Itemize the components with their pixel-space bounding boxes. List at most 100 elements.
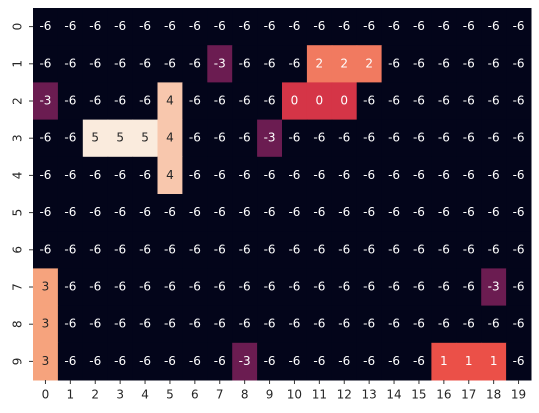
cell <box>232 119 258 158</box>
cell <box>506 268 532 307</box>
cell <box>182 119 208 158</box>
cell-label: -6 <box>438 317 450 331</box>
cell <box>481 45 507 83</box>
y-tick-label: 7 <box>11 283 25 291</box>
cell-label: -6 <box>438 242 450 256</box>
cell <box>331 156 358 195</box>
cell <box>232 8 258 46</box>
cell-label: -6 <box>413 94 425 108</box>
cell-label: -6 <box>64 19 76 33</box>
cell <box>456 45 482 83</box>
cell-label: -3 <box>39 94 51 108</box>
y-tick-label: 8 <box>11 320 25 328</box>
cell <box>232 342 258 381</box>
cell <box>456 119 482 158</box>
cell <box>331 268 358 307</box>
cell-label: -6 <box>313 242 325 256</box>
cell-label: -6 <box>513 317 525 331</box>
cell <box>282 82 308 121</box>
cell <box>356 194 383 232</box>
cell-label: -6 <box>388 242 400 256</box>
cell <box>57 82 84 121</box>
x-tick-label: 19 <box>511 388 526 402</box>
cell-label: -6 <box>189 94 201 108</box>
cell <box>381 342 407 381</box>
cell-label: -6 <box>388 354 400 368</box>
cell <box>406 8 432 46</box>
cell <box>57 231 84 269</box>
cell <box>406 342 432 381</box>
y-tick-label: 0 <box>11 23 25 31</box>
cell-label: -6 <box>438 131 450 145</box>
cell-label: -6 <box>363 205 375 219</box>
cell <box>33 342 59 381</box>
cell-label: -6 <box>89 280 101 294</box>
cell-label: -6 <box>363 242 375 256</box>
cell <box>481 82 507 121</box>
cell-label: -6 <box>89 56 101 70</box>
cell <box>257 45 283 83</box>
cell <box>282 8 308 46</box>
cell <box>456 194 482 232</box>
cell-label: -6 <box>463 94 475 108</box>
cell <box>381 45 407 83</box>
x-tick-label: 17 <box>461 388 476 402</box>
cell-label: -6 <box>214 94 226 108</box>
cell <box>356 8 383 46</box>
cell <box>481 156 507 195</box>
y-tick-label: 5 <box>11 209 25 217</box>
cell <box>132 156 158 195</box>
cell-label: -6 <box>488 242 500 256</box>
cell-label: -6 <box>139 94 151 108</box>
cell <box>232 268 258 307</box>
cell <box>107 119 134 158</box>
cell-label: -6 <box>413 354 425 368</box>
cell-label: -6 <box>139 56 151 70</box>
cell <box>506 156 532 195</box>
cell <box>356 45 383 83</box>
x-tick-label: 1 <box>67 388 75 402</box>
y-tick-label: 3 <box>11 134 25 142</box>
cell <box>381 156 407 195</box>
cell-label: -6 <box>114 317 126 331</box>
cell-label: -6 <box>513 56 525 70</box>
cell <box>157 342 183 381</box>
cell-label: -6 <box>413 56 425 70</box>
cell-label: 3 <box>42 280 50 294</box>
cell-label: -6 <box>338 168 350 182</box>
cell-label: -6 <box>189 168 201 182</box>
cell <box>331 119 358 158</box>
cell-label: -6 <box>89 354 101 368</box>
cell <box>232 305 258 344</box>
cell <box>506 342 532 381</box>
cell <box>82 119 109 158</box>
cell <box>82 231 109 269</box>
cell-label: -6 <box>64 280 76 294</box>
cell-label: -6 <box>338 354 350 368</box>
cell-label: -6 <box>239 56 251 70</box>
cell <box>481 119 507 158</box>
cell <box>456 156 482 195</box>
x-tick-label: 9 <box>266 388 274 402</box>
cell <box>356 156 383 195</box>
cell <box>107 194 134 232</box>
cell <box>282 45 308 83</box>
cell <box>331 8 358 46</box>
cell-label: -6 <box>139 168 151 182</box>
cell-label: -6 <box>139 354 151 368</box>
cell <box>157 194 183 232</box>
cell-label: -6 <box>513 168 525 182</box>
cell <box>306 119 333 158</box>
cell-label: -3 <box>214 56 226 70</box>
cell <box>306 8 333 46</box>
cell <box>331 342 358 381</box>
cell-label: 3 <box>42 354 50 368</box>
cell-label: -6 <box>214 242 226 256</box>
cell-label: -6 <box>39 56 51 70</box>
cell <box>282 268 308 307</box>
cell-label: -6 <box>139 242 151 256</box>
cell-label: 4 <box>166 94 174 108</box>
cell-label: -6 <box>214 131 226 145</box>
cell <box>232 45 258 83</box>
